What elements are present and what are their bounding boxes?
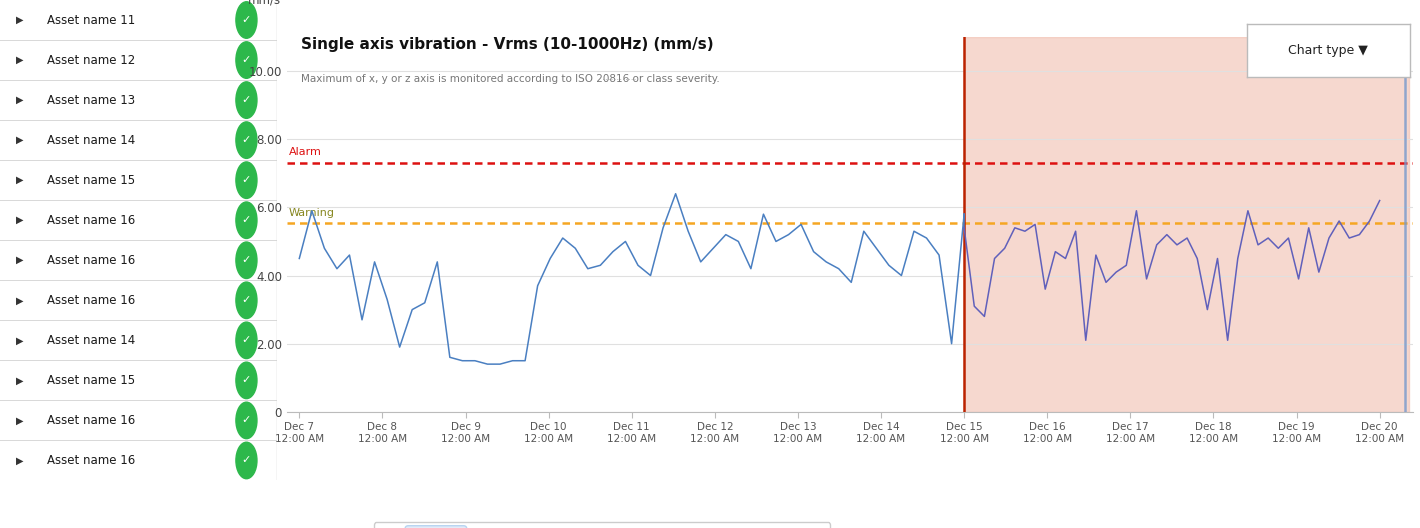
Text: ▶: ▶ (16, 255, 23, 265)
Legend: Maximum, x-axis, y-axis, z-axis, Alarm, Warning: Maximum, x-axis, y-axis, z-axis, Alarm, … (373, 522, 831, 528)
Text: ▶: ▶ (16, 175, 23, 185)
Text: ▶: ▶ (16, 416, 23, 426)
Bar (964, 37, 1409, 412)
Text: Asset name 16: Asset name 16 (47, 414, 135, 427)
Text: ▶: ▶ (16, 335, 23, 345)
Text: Asset name 11: Asset name 11 (47, 14, 135, 26)
Text: Maximum of x, y or z axis is monitored according to ISO 20816 or class severity.: Maximum of x, y or z axis is monitored a… (301, 74, 720, 84)
Circle shape (236, 2, 257, 38)
Circle shape (236, 322, 257, 359)
Circle shape (236, 42, 257, 78)
Text: Asset name 16: Asset name 16 (47, 254, 135, 267)
Text: ▶: ▶ (16, 456, 23, 466)
Text: ✓: ✓ (241, 335, 251, 345)
Circle shape (236, 362, 257, 399)
Text: ▶: ▶ (16, 55, 23, 65)
Circle shape (236, 122, 257, 158)
Text: Asset name 16: Asset name 16 (47, 454, 135, 467)
Text: ✓: ✓ (241, 416, 251, 426)
Text: ✓: ✓ (241, 15, 251, 25)
Circle shape (236, 282, 257, 318)
Text: Asset name 12: Asset name 12 (47, 53, 135, 67)
Text: Asset name 15: Asset name 15 (47, 174, 135, 187)
Text: Asset name 16: Asset name 16 (47, 214, 135, 227)
Text: ✓: ✓ (241, 135, 251, 145)
Text: ▶: ▶ (16, 215, 23, 225)
Text: Asset name 14: Asset name 14 (47, 334, 135, 347)
Circle shape (236, 442, 257, 479)
Text: mm/s: mm/s (247, 0, 281, 7)
Text: Chart type ▼: Chart type ▼ (1288, 44, 1369, 56)
Circle shape (236, 202, 257, 239)
Circle shape (236, 162, 257, 199)
Text: ✓: ✓ (241, 95, 251, 105)
Text: Asset name 16: Asset name 16 (47, 294, 135, 307)
Text: Alarm: Alarm (290, 147, 322, 157)
Text: ✓: ✓ (241, 295, 251, 305)
Text: Warning: Warning (290, 208, 335, 218)
Text: ✕: ✕ (1383, 495, 1399, 513)
Text: Asset name 15: Asset name 15 (47, 374, 135, 387)
Text: ✓: ✓ (241, 456, 251, 466)
Text: Alarms successfully resumed.: Alarms successfully resumed. (78, 497, 324, 512)
Text: Asset name 13: Asset name 13 (47, 93, 135, 107)
Text: ✓: ✓ (241, 215, 251, 225)
Text: ▶: ▶ (16, 375, 23, 385)
Circle shape (236, 242, 257, 278)
Text: ▶: ▶ (16, 295, 23, 305)
Text: ▶: ▶ (16, 135, 23, 145)
Text: ✓: ✓ (34, 497, 45, 512)
Text: Single axis vibration - Vrms (10-1000Hz) (mm/s): Single axis vibration - Vrms (10-1000Hz)… (301, 37, 714, 52)
Text: ▶: ▶ (16, 95, 23, 105)
Text: ✓: ✓ (241, 375, 251, 385)
Text: ✓: ✓ (241, 175, 251, 185)
Text: ✓: ✓ (241, 255, 251, 265)
Circle shape (236, 402, 257, 439)
Text: Asset name 14: Asset name 14 (47, 134, 135, 147)
Circle shape (236, 82, 257, 118)
Text: ✓: ✓ (241, 55, 251, 65)
Text: ............: ............ (602, 73, 636, 82)
Text: ▶: ▶ (16, 15, 23, 25)
